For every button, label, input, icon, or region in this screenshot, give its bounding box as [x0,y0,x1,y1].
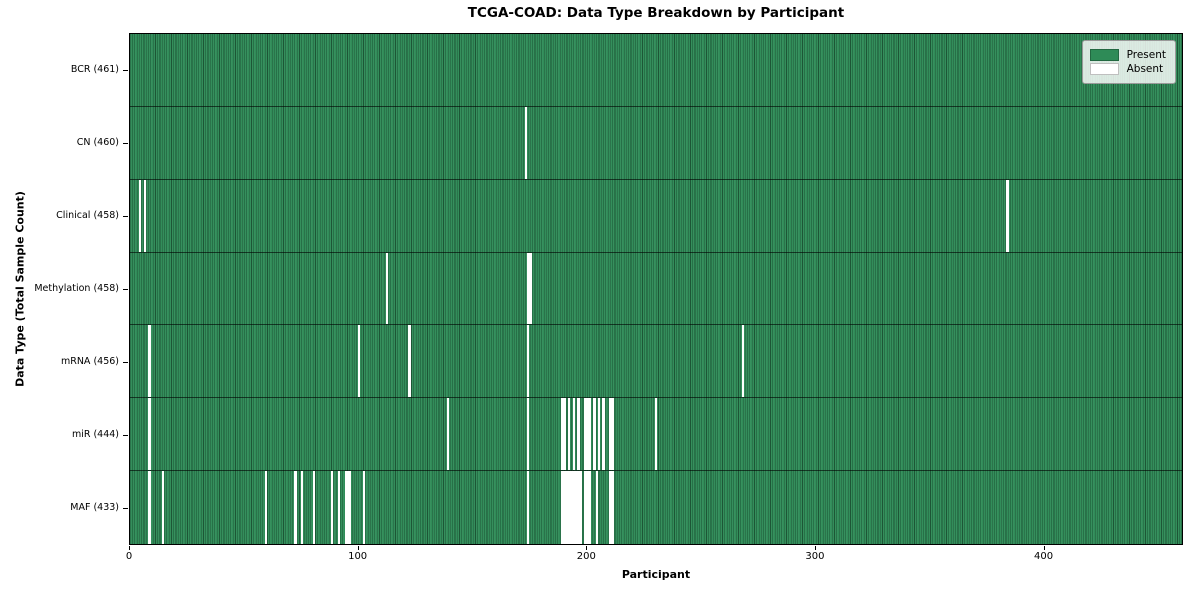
absent-cell [344,471,347,544]
absent-cell [593,398,596,471]
y-tick-mark [123,215,128,217]
absent-cell [143,179,146,252]
heatmap-row [130,34,1182,107]
x-tick-label: 0 [125,551,133,562]
legend-label: Present [1126,49,1166,61]
absent-cell [741,325,744,398]
absent-cell [264,471,267,544]
x-axis-label: Participant [621,568,691,581]
absent-cell [312,471,315,544]
absent-cell [568,398,571,471]
absent-cell [574,471,578,544]
absent-cell [584,398,587,471]
absent-cell [568,471,571,544]
absent-cell [609,471,612,544]
absent-cell [349,471,352,544]
y-tick-mark [123,362,128,364]
absent-cell [586,398,589,471]
y-tick-mark [123,508,128,510]
legend-swatch-icon [1089,49,1119,61]
y-tick-mark [123,435,128,437]
heatmap-row [130,106,1182,180]
heatmap-row [130,471,1182,544]
absent-cell [595,471,598,544]
absent-cell [654,398,658,471]
absent-cell [301,471,304,544]
absent-cell [529,252,532,325]
y-tick-label: CN (460) [76,136,119,148]
y-tick-label: Methylation (458) [34,283,119,294]
absent-cell [527,471,530,544]
x-tick-mark [814,546,816,550]
legend-swatch-icon [1089,63,1119,75]
absent-cell [337,471,340,544]
absent-cell [161,471,165,544]
absent-cell [524,106,528,179]
x-tick-mark [357,546,359,550]
x-tick-label: 400 [1033,551,1054,562]
absent-cell [563,471,566,544]
absent-cell [572,471,575,544]
absent-cell [408,325,411,398]
absent-cell [148,325,151,398]
x-tick-label: 300 [805,551,825,562]
legend-label: Absent [1126,63,1164,75]
x-tick-label: 100 [348,551,368,562]
y-tick-label: miR (444) [71,429,119,441]
absent-cell [577,471,580,544]
absent-cell [611,471,614,544]
absent-cell [579,471,582,544]
y-tick-label: Clinical (458) [56,209,119,221]
absent-cell [358,325,361,398]
y-tick-mark [123,69,128,71]
absent-cell [346,471,350,544]
absent-cell [447,398,450,471]
y-tick-mark [123,142,128,144]
x-tick-label: 200 [576,551,596,562]
absent-cell [330,471,334,544]
absent-cell [294,471,297,544]
heatmap-row [130,179,1182,253]
y-tick-label: MAF (433) [70,502,119,514]
absent-cell [588,398,591,471]
absent-cell [572,398,575,471]
plot-area: Present Absent [129,33,1183,545]
absent-cell [385,252,388,325]
legend-item: Absent [1089,63,1166,75]
absent-cell [588,471,591,544]
absent-cell [561,398,564,471]
absent-cell [586,471,589,544]
absent-cell [565,471,569,544]
legend: Present Absent [1081,40,1176,84]
y-tick-mark [123,289,128,290]
chart-title: TCGA-COAD: Data Type Breakdown by Partic… [467,5,845,21]
absent-cell [527,252,530,325]
absent-cell [570,471,573,544]
absent-cell [597,398,601,471]
absent-cell [563,398,566,471]
absent-cell [1006,179,1009,252]
absent-cell [362,471,366,544]
absent-cell [577,398,580,471]
absent-cell [602,398,605,471]
absent-cell [148,398,151,471]
legend-item: Present [1089,49,1166,61]
heatmap-row [130,252,1182,326]
absent-cell [609,398,612,471]
absent-cell [611,398,614,471]
absent-cell [139,179,142,252]
heatmap-row [130,398,1182,472]
absent-cell [527,398,530,471]
x-tick-mark [1043,546,1045,550]
y-tick-label: mRNA (456) [60,356,119,368]
y-tick-label: BCR (461) [70,63,119,75]
heatmap-row [130,325,1182,399]
absent-cell [584,471,587,544]
absent-cell [561,471,564,544]
x-tick-mark [129,546,130,550]
x-tick-mark [586,546,588,550]
absent-cell [148,471,151,544]
absent-cell [527,325,530,398]
